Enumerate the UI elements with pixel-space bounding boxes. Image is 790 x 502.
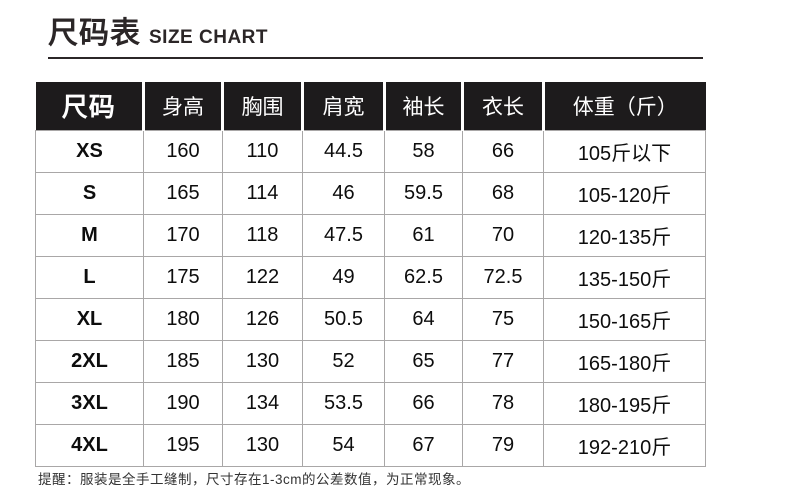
table-cell: 66 [384, 381, 463, 425]
table-cell: 105斤以下 [543, 129, 706, 173]
table-cell: 160 [143, 129, 223, 173]
size-chart-table: 尺码 身高 胸围 肩宽 袖长 衣长 体重（斤） XS 160 110 44.5 … [35, 82, 706, 467]
table-cell: 135-150斤 [543, 255, 706, 299]
size-cell: L [35, 255, 144, 299]
table-cell: 78 [462, 381, 544, 425]
table-cell: 65 [384, 339, 463, 383]
size-cell: 4XL [35, 423, 144, 467]
table-cell: 44.5 [302, 129, 385, 173]
table-row: S 165 114 46 59.5 68 105-120斤 [35, 171, 706, 215]
table-row: XS 160 110 44.5 58 66 105斤以下 [35, 129, 706, 173]
table-cell: 122 [222, 255, 303, 299]
table-cell: 59.5 [384, 171, 463, 215]
table-cell: 175 [143, 255, 223, 299]
table-cell: 58 [384, 129, 463, 173]
table-cell: 61 [384, 213, 463, 257]
header-cell-chest: 胸围 [221, 82, 303, 130]
page-title: 尺码表 SIZE CHART [48, 8, 268, 52]
table-cell: 165 [143, 171, 223, 215]
table-cell: 68 [462, 171, 544, 215]
header-cell-sleeve: 袖长 [383, 82, 463, 130]
table-cell: 126 [222, 297, 303, 341]
table-cell: 49 [302, 255, 385, 299]
table-row: M 170 118 47.5 61 70 120-135斤 [35, 213, 706, 257]
tolerance-note: 提醒：服装是全手工缝制，尺寸存在1-3cm的公差数值，为正常现象。 [38, 472, 471, 487]
header-cell-shoulder: 肩宽 [301, 82, 385, 130]
table-cell: 54 [302, 423, 385, 467]
title-divider [48, 57, 703, 59]
table-cell: 47.5 [302, 213, 385, 257]
table-cell: 114 [222, 171, 303, 215]
header-cell-weight: 体重（斤） [542, 82, 706, 130]
table-cell: 46 [302, 171, 385, 215]
table-cell: 130 [222, 423, 303, 467]
header-cell-length: 衣长 [461, 82, 544, 130]
table-row: 4XL 195 130 54 67 79 192-210斤 [35, 423, 706, 467]
table-cell: 79 [462, 423, 544, 467]
header-row: 尺码 身高 胸围 肩宽 袖长 衣长 体重（斤） [35, 82, 706, 130]
table-cell: 53.5 [302, 381, 385, 425]
table-cell: 118 [222, 213, 303, 257]
size-cell: S [35, 171, 144, 215]
size-cell: 3XL [35, 381, 144, 425]
table-row: 2XL 185 130 52 65 77 165-180斤 [35, 339, 706, 383]
table-row: L 175 122 49 62.5 72.5 135-150斤 [35, 255, 706, 299]
table-cell: 195 [143, 423, 223, 467]
table-cell: 110 [222, 129, 303, 173]
size-cell: M [35, 213, 144, 257]
table-cell: 77 [462, 339, 544, 383]
table-cell: 185 [143, 339, 223, 383]
table-cell: 192-210斤 [543, 423, 706, 467]
table-row: XL 180 126 50.5 64 75 150-165斤 [35, 297, 706, 341]
table-cell: 134 [222, 381, 303, 425]
table-cell: 75 [462, 297, 544, 341]
title-english: SIZE CHART [149, 27, 268, 48]
table-cell: 62.5 [384, 255, 463, 299]
table-cell: 190 [143, 381, 223, 425]
table-cell: 130 [222, 339, 303, 383]
table-header: 尺码 身高 胸围 肩宽 袖长 衣长 体重（斤） [35, 82, 706, 130]
table-cell: 120-135斤 [543, 213, 706, 257]
size-cell: XL [35, 297, 144, 341]
title-chinese: 尺码表 [48, 17, 141, 50]
table-cell: 105-120斤 [543, 171, 706, 215]
header-cell-size: 尺码 [35, 82, 144, 130]
table-cell: 64 [384, 297, 463, 341]
table-row: 3XL 190 134 53.5 66 78 180-195斤 [35, 381, 706, 425]
table-cell: 67 [384, 423, 463, 467]
table-cell: 180-195斤 [543, 381, 706, 425]
table-body: XS 160 110 44.5 58 66 105斤以下 S 165 114 4… [35, 129, 706, 467]
table-cell: 72.5 [462, 255, 544, 299]
table-cell: 170 [143, 213, 223, 257]
table-cell: 52 [302, 339, 385, 383]
size-cell: XS [35, 129, 144, 173]
table-cell: 150-165斤 [543, 297, 706, 341]
table-cell: 50.5 [302, 297, 385, 341]
table-cell: 165-180斤 [543, 339, 706, 383]
size-cell: 2XL [35, 339, 144, 383]
table-cell: 66 [462, 129, 544, 173]
table-cell: 70 [462, 213, 544, 257]
table-cell: 180 [143, 297, 223, 341]
header-cell-height: 身高 [142, 82, 223, 130]
